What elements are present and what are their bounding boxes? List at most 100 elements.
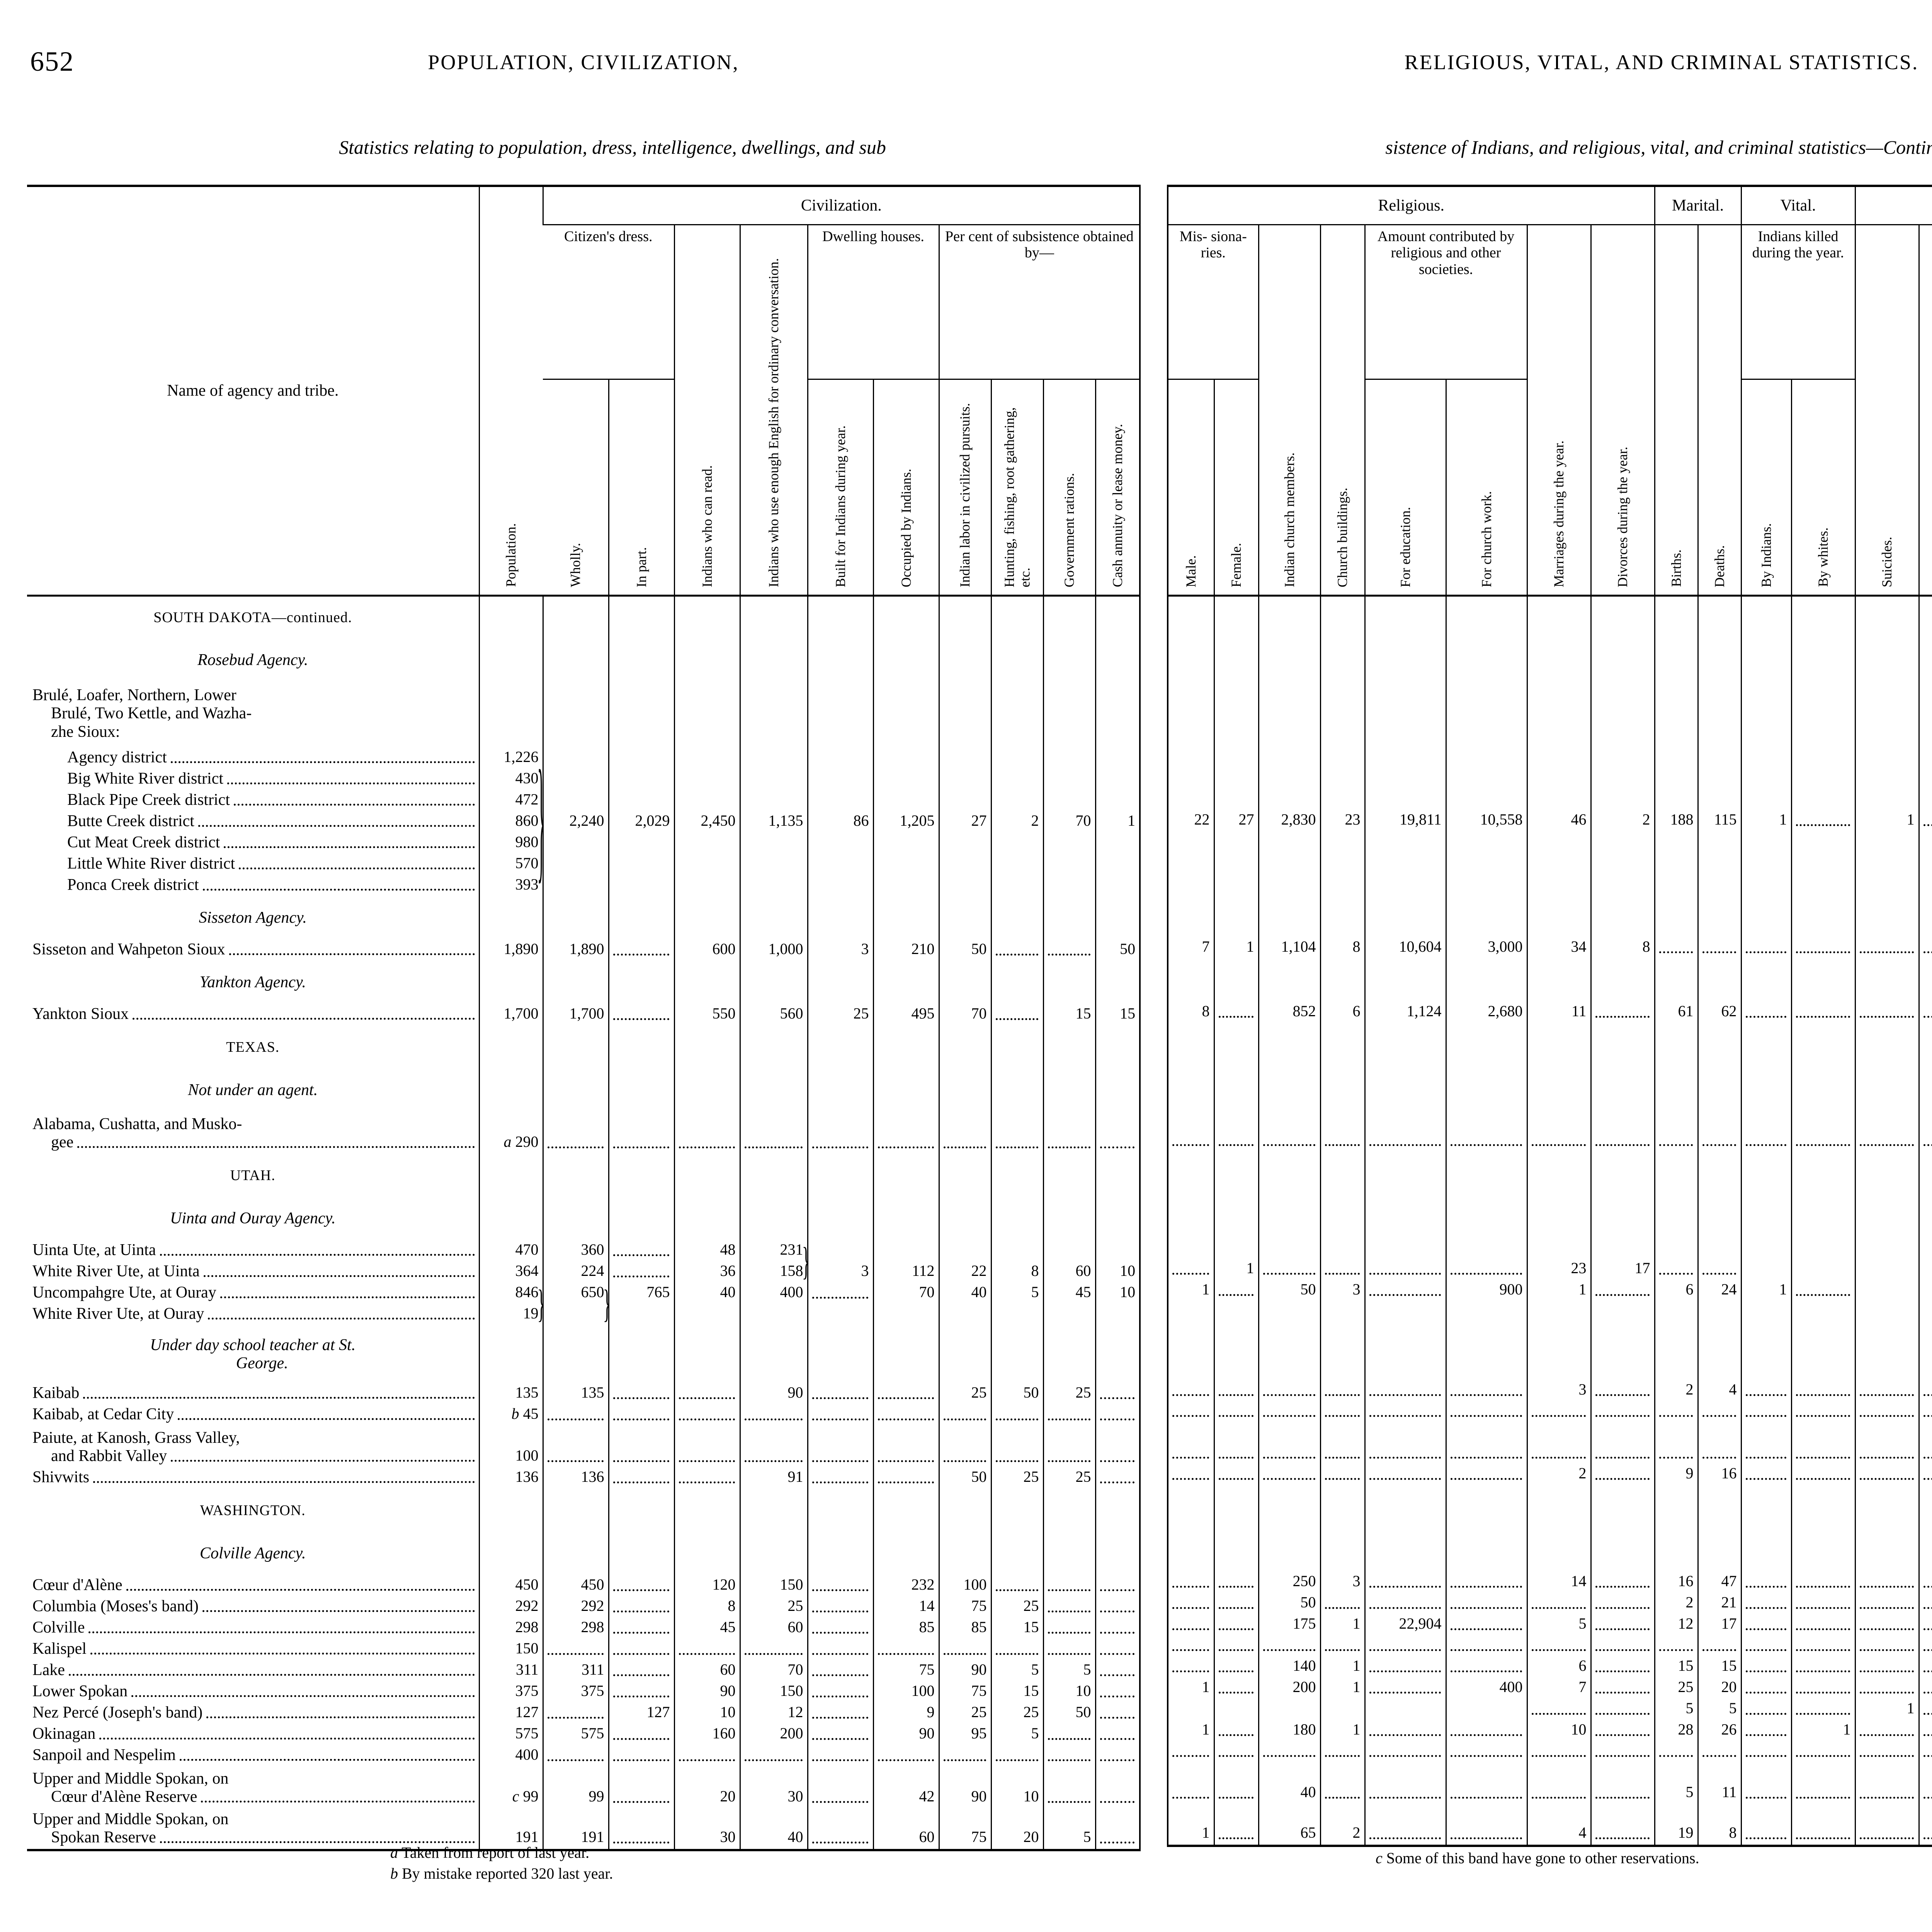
cell: [1918, 748, 1932, 769]
cell: [1167, 1066, 1214, 1110]
dot-leader: [812, 1685, 868, 1697]
dot-leader: [812, 1622, 868, 1634]
dot-leader: [1859, 1682, 1914, 1694]
cell: [608, 940, 674, 961]
cell: [608, 1405, 674, 1426]
cell: [1854, 1322, 1919, 1380]
cell: [1740, 1023, 1792, 1066]
dot-leader: [1100, 1707, 1135, 1719]
cell: 26: [1697, 1720, 1742, 1742]
cell: [1590, 639, 1655, 682]
cell: 3: [807, 1262, 873, 1283]
dot-leader: [1450, 1787, 1522, 1799]
dot-leader: [1172, 1618, 1209, 1630]
agency-row: Sisseton Agency.: [27, 896, 1140, 940]
cell: [1445, 1636, 1527, 1656]
cell: [1697, 789, 1742, 810]
cell: [542, 1745, 609, 1767]
col-header-female: Female.: [1213, 379, 1259, 595]
cell: [673, 1325, 740, 1383]
cell: [478, 1325, 543, 1383]
cell: [1918, 1572, 1932, 1593]
cell: [1854, 1401, 1919, 1422]
cell: [1590, 1656, 1655, 1678]
cell: [1590, 1195, 1655, 1238]
cell: 298: [542, 1618, 609, 1639]
dot-leader: [878, 1387, 934, 1399]
dot-leader: [1796, 1384, 1850, 1396]
cell: 19: [478, 1304, 543, 1325]
cell: [1697, 769, 1742, 789]
cell: 25: [1654, 1678, 1698, 1699]
row-label: Black Pipe Creek district: [67, 791, 476, 809]
cell: 9: [872, 1703, 939, 1724]
dot-leader: [1859, 1745, 1914, 1757]
data-row: Paiute, at Kanosh, Grass Valley, and Rabb…: [27, 1426, 1140, 1468]
cell: 75: [872, 1660, 939, 1682]
cell: [542, 769, 609, 790]
cell: [739, 1426, 808, 1468]
dot-leader: [812, 1832, 868, 1844]
cell: 1,000: [739, 940, 808, 961]
cell: [542, 1532, 609, 1575]
dot-leader: [1172, 1597, 1209, 1609]
dot-leader: [1859, 1639, 1914, 1651]
cell: [1095, 1154, 1140, 1197]
cell: [1258, 873, 1320, 894]
data-row: [1167, 1742, 1932, 1762]
dot-leader: [744, 1643, 803, 1655]
dot-leader: [1325, 1384, 1360, 1396]
cell: 25: [990, 1703, 1043, 1724]
cell: 25: [1043, 1468, 1095, 1489]
row-label-cell: Okinagan: [27, 1724, 479, 1745]
cell: [1095, 961, 1140, 1004]
dot-leader: [1048, 1600, 1090, 1612]
cell: 115: [1697, 810, 1742, 832]
cell: 21: [1697, 1593, 1742, 1614]
cell: 2,450: [673, 811, 740, 833]
cell: [872, 1405, 939, 1426]
cell: [1213, 1699, 1259, 1720]
cell: [1918, 1742, 1932, 1762]
cell: [872, 1304, 939, 1325]
cell: [872, 1112, 939, 1154]
dot-leader: [812, 1643, 868, 1655]
dot-leader: [1369, 1405, 1441, 1417]
cell: 5: [1043, 1660, 1095, 1682]
cell: 50: [1095, 940, 1140, 961]
cell: [1854, 1195, 1919, 1238]
dot-leader: [160, 1841, 475, 1843]
cell: 95: [938, 1724, 991, 1745]
cell: [1095, 1405, 1140, 1426]
row-label: Brulé, Two Kettle, and Wazha-: [51, 704, 252, 723]
dot-leader: [744, 1136, 803, 1148]
cell: [1213, 639, 1259, 682]
cell: [1740, 1380, 1792, 1401]
page-number-left: 652: [30, 46, 74, 77]
cell: [1043, 1405, 1095, 1426]
cell: [990, 1639, 1043, 1660]
cell: [1043, 1304, 1095, 1325]
row-label: Cœur d'Alène Reserve: [32, 1788, 476, 1806]
cell: [1213, 873, 1259, 894]
cell: 6: [1526, 1656, 1591, 1678]
dot-leader: [1450, 1384, 1522, 1396]
cell: 1: [1213, 1259, 1259, 1280]
cell: [1854, 1280, 1919, 1301]
dot-leader: [1702, 941, 1736, 953]
agency2-row: [1167, 1322, 1932, 1380]
dot-leader: [99, 1738, 475, 1740]
cell: [1213, 1151, 1259, 1195]
row-label: Sisseton Agency.: [199, 909, 307, 927]
cell: [1258, 595, 1320, 639]
cell: [673, 1026, 740, 1069]
data-row: Uncompahgre Ute, at Ouray 846} 650} 765 40 40…: [27, 1282, 1140, 1326]
dot-leader: [1263, 1263, 1315, 1275]
cell: [1654, 639, 1698, 682]
cell: [1167, 789, 1214, 810]
dot-leader: [1796, 1745, 1850, 1757]
cell: [872, 748, 939, 769]
cell: [1918, 682, 1932, 748]
cell: [1791, 1238, 1855, 1259]
cell: [739, 769, 808, 790]
